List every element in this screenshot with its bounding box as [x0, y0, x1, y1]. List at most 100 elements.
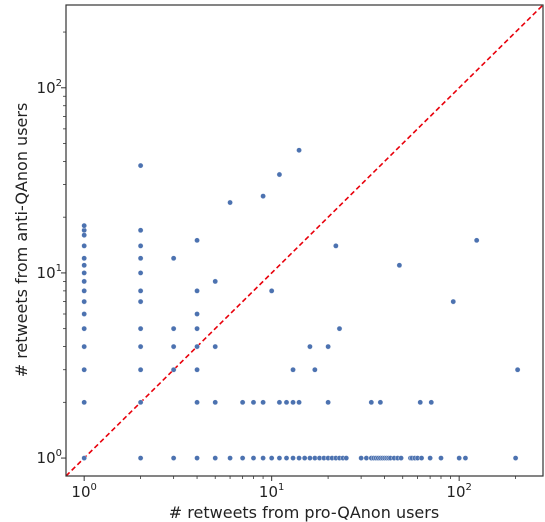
- scatter-point: [81, 243, 87, 249]
- scatter-point: [170, 343, 177, 350]
- scatter-point: [81, 298, 87, 305]
- scatter-point: [450, 298, 457, 305]
- scatter-point: [268, 455, 275, 461]
- scatter-point: [296, 147, 302, 154]
- scatter-point: [398, 455, 404, 461]
- scatter-point: [250, 399, 257, 406]
- scatter-point: [137, 366, 144, 373]
- scatter-point: [137, 162, 144, 169]
- scatter-point: [239, 455, 246, 461]
- scatter-point: [137, 270, 144, 276]
- scatter-point: [290, 455, 296, 461]
- scatter-point: [81, 222, 87, 229]
- scatter-point: [473, 237, 480, 244]
- scatter-point: [462, 455, 469, 461]
- x-tick-label: 100: [71, 482, 96, 501]
- y-tick-label: 100: [37, 448, 62, 467]
- scatter-point: [283, 399, 290, 406]
- scatter-point: [170, 455, 177, 461]
- scatter-point: [276, 455, 283, 461]
- scatter-point: [336, 325, 343, 332]
- scatter-point: [137, 325, 144, 332]
- scatter-point: [260, 399, 266, 406]
- scatter-point: [276, 171, 283, 178]
- scatter-point: [212, 399, 219, 406]
- y-tick-label: 102: [37, 78, 62, 97]
- scatter-point: [239, 399, 246, 406]
- scatter-point: [81, 288, 87, 294]
- scatter-point: [301, 455, 308, 461]
- scatter-point: [312, 366, 318, 373]
- scatter-point: [456, 455, 462, 461]
- scatter-point: [194, 288, 200, 294]
- scatter-point: [343, 455, 350, 461]
- scatter-point: [194, 455, 200, 461]
- scatter-point: [81, 399, 87, 406]
- scatter-point: [81, 455, 87, 461]
- scatter-point: [81, 311, 87, 317]
- scatter-point: [427, 455, 433, 461]
- scatter-point: [333, 243, 339, 249]
- scatter-point: [194, 237, 200, 244]
- plot-frame: [65, 4, 544, 477]
- scatter-point: [512, 455, 519, 461]
- scatter-point: [212, 455, 219, 461]
- scatter-point: [81, 262, 87, 269]
- scatter-point: [250, 455, 257, 461]
- scatter-point: [307, 343, 313, 350]
- x-tick-label: 102: [446, 482, 471, 501]
- scatter-point: [194, 399, 200, 406]
- scatter-point: [137, 399, 144, 406]
- scatter-point: [377, 399, 384, 406]
- x-axis-label: # retweets from pro-QAnon users: [169, 503, 439, 522]
- scatter-point: [358, 455, 364, 461]
- scatter-point: [283, 455, 290, 461]
- scatter-point: [260, 193, 266, 199]
- scatter-point: [137, 227, 144, 234]
- scatter-point: [81, 270, 87, 276]
- scatter-point: [396, 262, 403, 269]
- scatter-point: [312, 455, 318, 461]
- scatter-point: [514, 366, 521, 373]
- scatter-point: [81, 366, 87, 373]
- scatter-point: [137, 298, 144, 305]
- scatter-point: [307, 455, 313, 461]
- scatter-point: [170, 255, 177, 262]
- scatter-point: [438, 455, 444, 461]
- scatter-point: [194, 343, 200, 350]
- scatter-point: [290, 399, 296, 406]
- scatter-point: [137, 255, 144, 262]
- scatter-point: [428, 399, 435, 406]
- scatter-point: [137, 288, 144, 294]
- plot-background: [66, 5, 543, 476]
- scatter-point: [212, 278, 219, 285]
- scatter-point: [137, 343, 144, 350]
- scatter-point: [418, 455, 425, 461]
- scatter-point: [194, 366, 200, 373]
- scatter-point: [290, 366, 296, 373]
- scatter-point: [325, 343, 331, 350]
- scatter-point: [81, 325, 87, 332]
- scatter-point: [212, 343, 219, 350]
- scatter-point: [276, 399, 283, 406]
- x-tick-label: 101: [259, 482, 284, 501]
- y-axis-label: # retweets from anti-QAnon users: [12, 103, 31, 378]
- scatter-point: [81, 232, 87, 238]
- scatter-point: [325, 399, 331, 406]
- y-tick-label: 101: [37, 263, 62, 282]
- scatter-point: [194, 325, 200, 332]
- scatter-point: [137, 243, 144, 249]
- scatter-point: [268, 288, 275, 294]
- scatter-point: [260, 455, 266, 461]
- scatter-point: [296, 455, 302, 461]
- scatter-point: [137, 455, 144, 461]
- scatter-point: [81, 255, 87, 262]
- scatter-point: [81, 278, 87, 285]
- scatter-point: [170, 366, 177, 373]
- scatter-point: [194, 311, 200, 317]
- scatter-point: [227, 455, 233, 461]
- scatter-point: [368, 399, 375, 406]
- scatter-point: [296, 399, 302, 406]
- scatter-point: [363, 455, 370, 461]
